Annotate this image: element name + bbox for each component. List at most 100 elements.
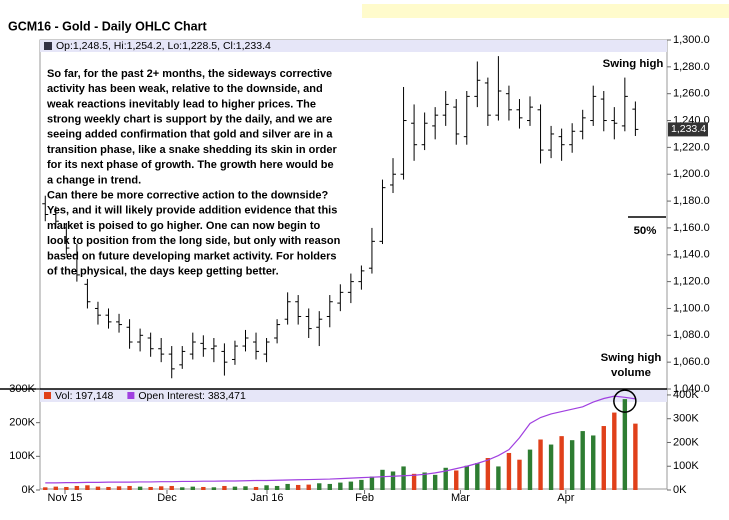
y-tick-label: 1,220.0: [673, 141, 710, 153]
commentary-line: strong weekly chart is support by the da…: [47, 114, 332, 126]
swing-high-label: Swing high: [603, 58, 664, 70]
commentary-line: a change in trend.: [47, 174, 141, 186]
header-icon: [44, 42, 52, 50]
y-tick-label: 1,040.0: [673, 383, 710, 395]
volume-bar: [137, 486, 143, 490]
x-tick-label: Apr: [557, 492, 574, 504]
volume-bar: [253, 486, 259, 490]
y-tick-label: 1,140.0: [673, 249, 710, 261]
volume-bar: [496, 466, 501, 490]
banner: [362, 4, 729, 18]
volume-bar: [527, 449, 533, 490]
swing-volume-circle: [613, 389, 637, 413]
header-bar: [40, 40, 667, 52]
y2-tick-label: 400K: [673, 389, 699, 401]
volume-bar: [506, 452, 512, 490]
y-tick-label: 1,280.0: [673, 61, 710, 73]
volume-bar: [43, 487, 48, 490]
volume-bar: [64, 486, 69, 490]
volume-bar: [264, 485, 269, 490]
legend-label: Open Interest: 383,471: [138, 390, 246, 402]
y-tick-label: 0K: [22, 484, 36, 496]
swing-volume-label: volume: [611, 367, 651, 379]
volume-bar: [475, 463, 480, 490]
volume-bar: [285, 483, 290, 490]
commentary-line: Can there be more corrective action to t…: [47, 190, 328, 202]
y2-tick-label: 100K: [673, 460, 699, 472]
volume-bar: [601, 426, 606, 490]
volume-bar: [591, 435, 596, 490]
commentary-line: Yes, and it will likely provide addition…: [47, 205, 337, 217]
volume-bar: [580, 431, 585, 490]
last-price-box: [668, 122, 708, 137]
volume-bar: [148, 486, 153, 490]
volume-bar: [243, 486, 248, 490]
volume-bar: [232, 486, 238, 490]
swing-volume-label: Swing high: [601, 352, 662, 364]
commentary-line: market is poised to go higher. One can n…: [47, 220, 320, 232]
volume-bar: [53, 486, 59, 490]
price-header: Op:1,248.5, Hi:1,254.2, Lo:1,228.5, Cl:1…: [56, 40, 271, 52]
volume-header-bar: [40, 389, 667, 402]
y-tick-label: 1,300.0: [673, 34, 710, 46]
volume-bar: [106, 486, 111, 490]
y-tick-label: 1,260.0: [673, 88, 710, 100]
y-tick-label: 1,160.0: [673, 222, 710, 234]
y-tick-label: 1,080.0: [673, 329, 710, 341]
commentary: So far, for the past 2+ months, the side…: [46, 68, 341, 278]
commentary-line: based on future developing market activi…: [47, 250, 337, 262]
y-tick-label: 1,060.0: [673, 356, 710, 368]
legend-swatch: [127, 392, 135, 399]
commentary-line: of the physical, the days keep getting b…: [47, 266, 279, 278]
volume-bar: [74, 485, 80, 490]
y-tick-label: 1,180.0: [673, 195, 710, 207]
volume-bar: [454, 470, 459, 490]
plot-frame: [39, 39, 668, 490]
volume-bar: [559, 436, 564, 490]
volume-bar: [327, 483, 332, 490]
legend-label: Vol: 197,148: [55, 390, 114, 402]
volume-bar: [633, 423, 638, 490]
y-tick-label: 1,120.0: [673, 276, 710, 288]
x-tick-label: Feb: [355, 492, 374, 504]
commentary-line: for its next phase of growth. The growth…: [47, 159, 334, 171]
volume-bar: [569, 440, 575, 490]
y2-tick-label: 200K: [673, 436, 699, 448]
y-tick-label: 100K: [9, 450, 35, 462]
volume-bar: [369, 476, 375, 490]
volume-bar: [422, 472, 427, 490]
volume-bar: [622, 399, 628, 490]
last-price-label: 1,233.4: [671, 123, 706, 135]
volume-bar: [380, 469, 385, 490]
volume-bar: [306, 484, 311, 490]
volume-bar: [359, 479, 364, 490]
x-tick-label: Jan 16: [250, 492, 283, 504]
volume-bar: [274, 485, 280, 490]
volume-bar: [548, 444, 554, 490]
commentary-line: activity has been weak, relative to the …: [47, 83, 323, 95]
volume-bar: [485, 458, 491, 490]
x-tick-label: Mar: [451, 492, 470, 504]
commentary-line: seeing added confirmation that gold and …: [47, 129, 333, 141]
volume-bar: [348, 481, 354, 490]
volume-bar: [317, 483, 322, 490]
volume-bar: [432, 474, 438, 490]
volume-bar: [190, 486, 195, 490]
volume-bar: [180, 487, 185, 490]
volume-bar: [443, 467, 448, 490]
volume-bar: [95, 486, 101, 490]
volume-bar: [295, 484, 301, 490]
volume-bar: [222, 485, 227, 490]
volume-bar: [201, 486, 206, 490]
volume-bar: [85, 485, 90, 490]
volume-bar: [612, 412, 617, 490]
volume-bar: [127, 485, 132, 490]
volume-bar: [338, 482, 343, 490]
fifty-label: 50%: [634, 225, 657, 237]
volume-bar: [464, 465, 469, 490]
commentary-line: transition phase, like a snake shedding …: [47, 144, 337, 156]
volume-bar: [401, 466, 406, 490]
y-tick-label: 1,200.0: [673, 168, 710, 180]
y-tick-label: 300K: [9, 383, 35, 395]
